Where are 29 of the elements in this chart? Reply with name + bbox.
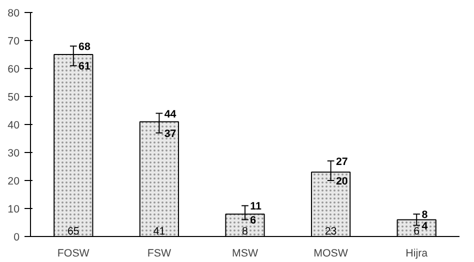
- x-tick-label: FSW: [147, 248, 172, 260]
- x-tick-label: Hijra: [406, 248, 428, 260]
- y-tick-label: 10: [8, 204, 20, 216]
- annotation: 68: [78, 41, 90, 54]
- annotation: 27: [336, 156, 348, 168]
- data-label: 23: [324, 226, 337, 238]
- y-tick-label: 70: [8, 36, 20, 48]
- y-tick-label: 60: [8, 64, 20, 76]
- y-tick-label: 50: [8, 92, 20, 104]
- x-tick-label: FOSW: [57, 248, 90, 260]
- annotation: 6: [250, 214, 256, 227]
- data-label: 8: [242, 226, 248, 238]
- annotation: 61: [78, 60, 90, 73]
- x-tick-label: MSW: [232, 248, 259, 260]
- y-tick-label: 0: [14, 232, 20, 244]
- y-tick-label: 30: [8, 148, 20, 160]
- annotation: 37: [164, 128, 176, 140]
- annotation: 11: [250, 200, 262, 213]
- annotation: 44: [164, 108, 176, 120]
- y-tick-label: 40: [8, 120, 20, 132]
- data-label: 41: [153, 226, 166, 238]
- annotation: 4: [422, 220, 428, 232]
- y-tick-label: 20: [8, 176, 20, 188]
- annotation: 20: [336, 176, 348, 188]
- annotation: 8: [422, 209, 428, 222]
- y-tick-label: 80: [8, 8, 20, 20]
- data-label: 6: [414, 226, 420, 238]
- data-label: 65: [67, 226, 80, 238]
- x-tick-label: MOSW: [314, 248, 349, 260]
